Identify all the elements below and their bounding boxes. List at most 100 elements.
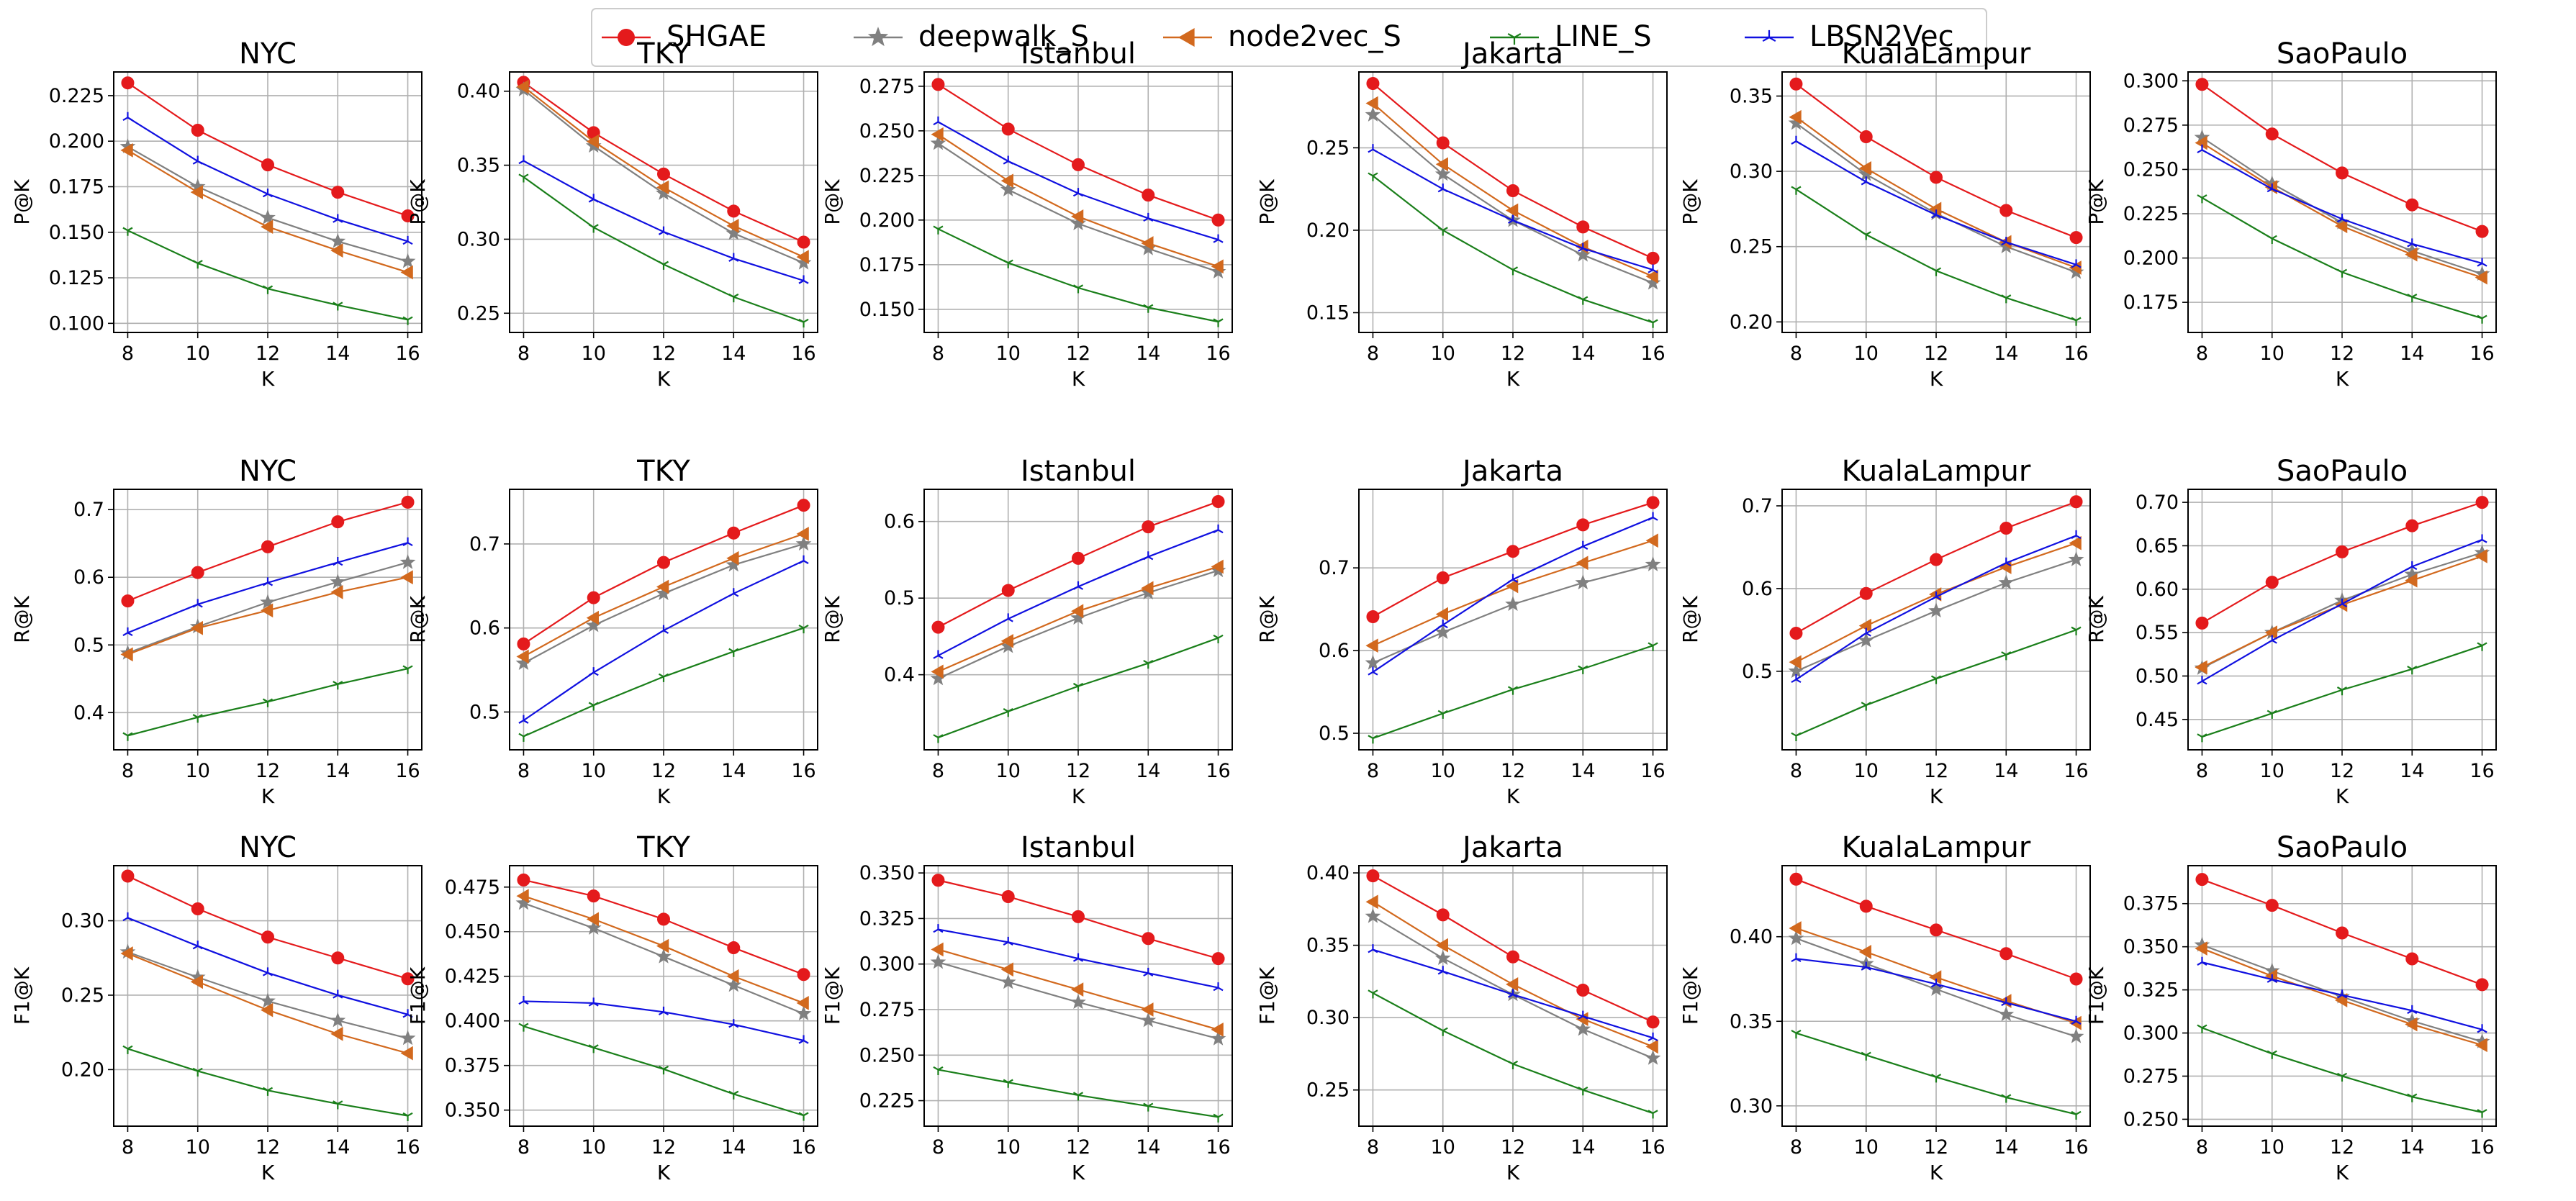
data-point xyxy=(1437,619,1448,629)
gridlines xyxy=(1782,489,2090,750)
data-point xyxy=(588,997,599,1007)
x-axis-label: K xyxy=(657,784,671,808)
chart-panel: 8 10 12 14 16 0.5 0.6 0.7 Jakarta K R@K xyxy=(1255,455,1668,808)
data-point xyxy=(1930,171,1943,184)
series xyxy=(518,173,809,328)
data-point xyxy=(122,912,133,922)
series xyxy=(1789,495,2083,640)
y-tick-label: 0.5 xyxy=(884,587,915,609)
series xyxy=(2195,873,2489,992)
data-point xyxy=(2475,270,2487,285)
data-point xyxy=(1859,899,1873,913)
data-point xyxy=(588,702,599,711)
data-point xyxy=(1365,106,1381,122)
legend-entry: node2vec_S xyxy=(1163,20,1401,53)
data-point xyxy=(1578,1010,1588,1020)
series xyxy=(930,135,1226,278)
data-point xyxy=(1646,251,1660,265)
data-point xyxy=(1365,638,1378,653)
data-point xyxy=(588,1044,599,1053)
series xyxy=(1791,1030,2082,1120)
x-tick-label: 12 xyxy=(256,760,280,782)
y-tick-label: 0.30 xyxy=(1730,160,1773,183)
y-tick-label: 0.6 xyxy=(469,617,500,640)
x-tick-label: 10 xyxy=(996,1136,1021,1159)
data-point xyxy=(260,594,276,609)
data-point xyxy=(2477,534,2487,543)
x-tick-label: 14 xyxy=(325,1136,350,1159)
data-point xyxy=(1435,938,1448,953)
data-point xyxy=(1506,183,1519,197)
y-tick-label: 0.25 xyxy=(1306,137,1350,159)
data-point xyxy=(2407,294,2418,303)
y-tick-label: 0.200 xyxy=(2123,248,2179,270)
data-point xyxy=(260,603,274,618)
gridlines xyxy=(2188,72,2496,332)
data-point xyxy=(518,1023,529,1032)
y-axis-label: P@K xyxy=(1255,179,1279,225)
y-tick-label: 0.6 xyxy=(73,566,104,589)
chart-title: KualaLampur xyxy=(1842,37,2031,71)
data-point xyxy=(1928,201,1942,217)
data-point xyxy=(1930,267,1942,276)
x-axis-label: K xyxy=(657,367,671,391)
y-tick-label: 0.5 xyxy=(469,701,500,723)
x-tick-label: 8 xyxy=(1790,1136,1802,1159)
x-tick-label: 12 xyxy=(1924,1136,1948,1159)
data-point xyxy=(2071,1110,2082,1120)
data-point xyxy=(1213,1113,1224,1123)
chart-panel: 8 10 12 14 16 0.225 0.250 0.275 0.300 0.325 0.350 I… xyxy=(821,831,1233,1184)
y-axis-label: R@K xyxy=(821,595,844,643)
data-point xyxy=(400,1046,413,1061)
series xyxy=(933,634,1224,743)
series xyxy=(930,953,1226,1046)
y-tick-label: 0.300 xyxy=(859,953,915,976)
x-tick-label: 10 xyxy=(996,343,1021,365)
series xyxy=(931,874,1225,966)
series xyxy=(122,1045,413,1122)
y-tick-label: 0.60 xyxy=(2136,579,2179,601)
data-point xyxy=(658,1065,669,1075)
series xyxy=(1366,496,1660,623)
data-point xyxy=(1930,923,1943,937)
x-tick-label: 16 xyxy=(1206,343,1230,365)
gridlines xyxy=(114,489,422,750)
data-point xyxy=(2407,1093,2418,1102)
x-tick-label: 16 xyxy=(2469,1136,2494,1159)
x-tick-label: 10 xyxy=(2260,343,2284,365)
gridlines xyxy=(2188,866,2496,1126)
data-point xyxy=(262,967,274,976)
data-point xyxy=(796,527,809,541)
data-point xyxy=(1368,666,1378,676)
data-point xyxy=(1930,553,1943,566)
x-tick-label: 16 xyxy=(395,760,420,782)
series xyxy=(933,1066,1224,1123)
y-tick-label: 0.55 xyxy=(2136,622,2179,644)
data-point xyxy=(2267,1050,2277,1059)
y-tick-label: 0.7 xyxy=(1319,557,1350,579)
y-tick-label: 0.70 xyxy=(2136,491,2179,514)
data-point xyxy=(122,627,133,637)
data-point xyxy=(333,302,343,311)
x-tick-label: 16 xyxy=(1640,343,1665,365)
y-tick-label: 0.5 xyxy=(1319,722,1350,745)
x-tick-label: 14 xyxy=(2400,760,2424,782)
data-point xyxy=(192,714,203,723)
chart-panel: 8 10 12 14 16 0.5 0.6 0.7 KualaLampur K R@K xyxy=(1678,455,2091,808)
data-point xyxy=(933,1066,944,1076)
gridlines xyxy=(510,489,818,750)
data-point xyxy=(1507,574,1519,583)
y-axis-label: P@K xyxy=(821,179,844,225)
x-tick-label: 8 xyxy=(1790,343,1802,365)
data-point xyxy=(931,664,944,679)
data-point xyxy=(330,574,346,589)
gridlines xyxy=(2188,489,2496,750)
series xyxy=(518,155,809,284)
series xyxy=(1791,953,2082,1025)
data-point xyxy=(1436,908,1450,922)
data-point xyxy=(1001,584,1015,597)
y-tick-label: 0.450 xyxy=(445,921,500,943)
y-tick-label: 0.200 xyxy=(49,130,104,153)
y-tick-label: 0.325 xyxy=(859,907,915,930)
data-point xyxy=(1001,890,1015,904)
